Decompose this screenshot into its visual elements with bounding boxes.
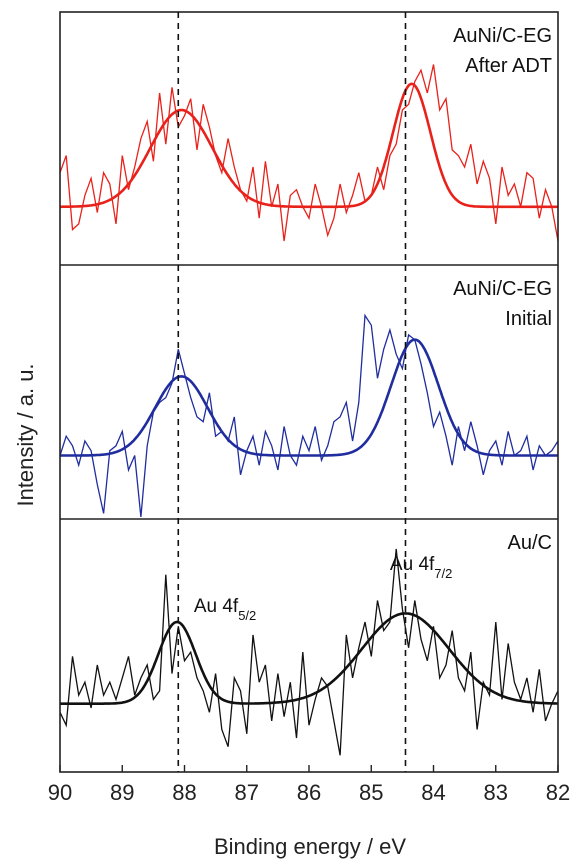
panel-2: AuNi/C-EG Initial	[59, 278, 559, 518]
plot-frame	[59, 11, 559, 773]
fit-curve-line	[60, 612, 558, 706]
x-tick-label: 90	[48, 780, 72, 805]
x-tick-label: 85	[359, 780, 383, 805]
panels-layer: AuNi/C-EG After ADT AuNi/C-EG Initial Au/C	[59, 25, 559, 756]
fit-curve-line	[60, 82, 558, 209]
x-tick-label: 84	[421, 780, 445, 805]
raw-spectrum-line	[59, 548, 559, 756]
reference-lines	[177, 12, 407, 772]
panel-1: AuNi/C-EG After ADT	[59, 25, 559, 242]
x-tick-label: 88	[172, 780, 196, 805]
panel-label-text: Initial	[505, 308, 552, 330]
x-tick-label: 86	[297, 780, 321, 805]
plot-border	[59, 11, 559, 773]
x-tick-label: 83	[484, 780, 508, 805]
panel-label-text: Au/C	[508, 532, 552, 554]
fit-curve-line	[60, 338, 558, 457]
panel-label-text: AuNi/C-EG	[453, 25, 552, 47]
y-axis-title: Intensity / a. u.	[13, 363, 38, 506]
panel-3: Au/C	[59, 532, 559, 756]
x-tick-label: 89	[110, 780, 134, 805]
x-tick-label: 82	[546, 780, 570, 805]
raw-spectrum-line	[59, 313, 559, 518]
x-axis-ticks: 90 89 88 87 86 85 84 83 82	[48, 765, 570, 805]
panel-label-text: AuNi/C-EG	[453, 278, 552, 300]
peak-annotation: Au 4f5/2	[194, 596, 256, 623]
x-tick-label: 87	[235, 780, 259, 805]
raw-spectrum-line	[59, 64, 559, 242]
x-axis-title: Binding energy / eV	[214, 834, 406, 859]
panel-label-text: After ADT	[465, 55, 552, 77]
